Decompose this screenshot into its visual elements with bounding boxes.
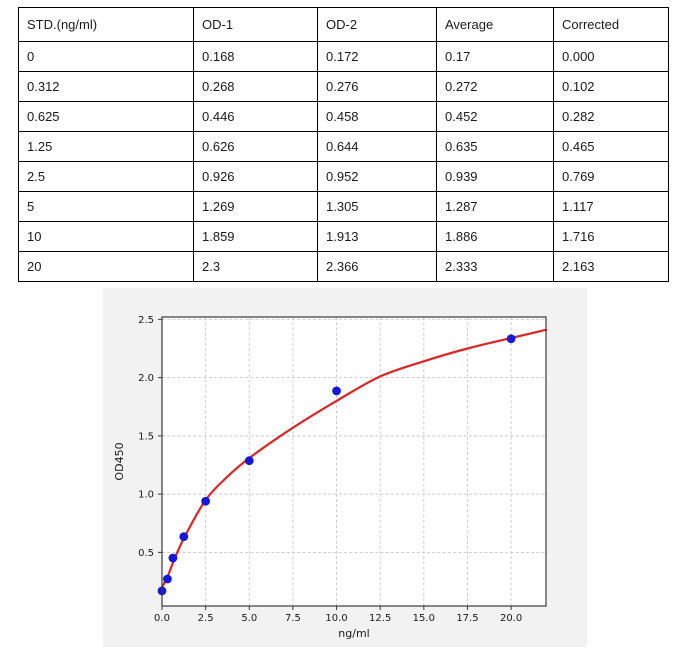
- standard-point: [179, 532, 189, 542]
- table-cell: 2.3: [193, 251, 318, 282]
- table-header: STD.(ng/ml) OD-1 OD-2 Average Corrected: [18, 7, 669, 42]
- column-header-od2: OD-2: [317, 7, 437, 42]
- x-tick-label: 7.5: [285, 613, 301, 624]
- table-cell: 0.626: [193, 131, 318, 162]
- table-cell: 0.465: [553, 131, 669, 162]
- table-cell: 1.305: [317, 191, 437, 222]
- table-cell: 2.163: [553, 251, 669, 282]
- table-cell: 2.5: [18, 161, 194, 192]
- x-tick-label: 5.0: [241, 613, 257, 624]
- table-cell: 0.458: [317, 101, 437, 132]
- x-tick-label: 2.5: [198, 613, 214, 624]
- table-cell: 0.769: [553, 161, 669, 192]
- table-row: 5 1.269 1.305 1.287 1.117: [18, 191, 669, 222]
- table-cell: 1.913: [317, 221, 437, 252]
- table-cell: 2.366: [317, 251, 437, 282]
- standard-curve-figure: 0.0 2.5 5.0 7.5 10.0 12.5 15.0 17.5 20.0 0.5 1.0 1.…: [103, 288, 587, 647]
- y-tick-label: 1.0: [138, 490, 154, 501]
- y-tick-label: 2.5: [138, 315, 154, 326]
- table-cell: 1.269: [193, 191, 318, 222]
- table-cell: 0.939: [436, 161, 554, 192]
- table-row: 0 0.168 0.172 0.17 0.000: [18, 41, 669, 72]
- axes-spines: [161, 316, 547, 607]
- column-header-std: STD.(ng/ml): [18, 7, 194, 42]
- standard-point: [244, 456, 254, 466]
- table-cell: 0.312: [18, 71, 194, 102]
- standard-curve-chart: 0.0 2.5 5.0 7.5 10.0 12.5 15.0 17.5 20.0 0.5 1.0 1.…: [113, 315, 548, 640]
- y-tick-label: 0.5: [138, 548, 154, 559]
- column-header-corrected: Corrected: [553, 7, 669, 42]
- y-tick-label: 2.0: [138, 373, 154, 384]
- table-cell: 0.272: [436, 71, 554, 102]
- table-cell: 10: [18, 221, 194, 252]
- table-body: 0 0.168 0.172 0.17 0.000 0.312 0.268 0.276 0.272…: [18, 41, 669, 282]
- standards-table: STD.(ng/ml) OD-1 OD-2 Average Corrected …: [18, 7, 669, 282]
- table-row: 1.25 0.626 0.644 0.635 0.465: [18, 131, 669, 162]
- table-cell: 0.952: [317, 161, 437, 192]
- table-cell: 1.287: [436, 191, 554, 222]
- table-row: 0.312 0.268 0.276 0.272 0.102: [18, 71, 669, 102]
- column-header-average: Average: [436, 7, 554, 42]
- y-tick-label: 1.5: [138, 431, 154, 442]
- table-cell: 5: [18, 191, 194, 222]
- table-cell: 0.168: [193, 41, 318, 72]
- table-cell: 0.446: [193, 101, 318, 132]
- table-cell: 0.268: [193, 71, 318, 102]
- x-tick-label: 20.0: [500, 613, 522, 624]
- standard-point: [168, 553, 178, 563]
- standard-point: [506, 334, 516, 344]
- x-axis-label: ng/ml: [338, 627, 369, 640]
- x-tick-label: 12.5: [369, 613, 391, 624]
- table-cell: 0.644: [317, 131, 437, 162]
- standard-point: [201, 496, 211, 506]
- header-row: STD.(ng/ml) OD-1 OD-2 Average Corrected: [18, 7, 669, 42]
- standard-point: [163, 574, 172, 584]
- table-cell: 0.172: [317, 41, 437, 72]
- table-row: 10 1.859 1.913 1.886 1.716: [18, 221, 669, 252]
- x-tick-label: 10.0: [325, 613, 347, 624]
- standard-point: [332, 386, 341, 396]
- table-cell: 0.625: [18, 101, 194, 132]
- table-row: 2.5 0.926 0.952 0.939 0.769: [18, 161, 669, 192]
- table-cell: 0.000: [553, 41, 669, 72]
- x-tick-label: 0.0: [154, 613, 170, 624]
- table-cell: 1.25: [18, 131, 194, 162]
- table-row: 0.625 0.446 0.458 0.452 0.282: [18, 101, 669, 132]
- x-tick-label: 15.0: [413, 613, 435, 624]
- table-cell: 1.859: [193, 221, 318, 252]
- table-cell: 20: [18, 251, 194, 282]
- table-cell: 0.635: [436, 131, 554, 162]
- table-cell: 0: [18, 41, 194, 72]
- table-cell: 0.282: [553, 101, 669, 132]
- table-cell: 1.716: [553, 221, 669, 252]
- y-axis-label: OD450: [113, 442, 126, 480]
- table-cell: 0.17: [436, 41, 554, 72]
- plot-area: [162, 317, 546, 606]
- table-cell: 0.276: [317, 71, 437, 102]
- column-header-od1: OD-1: [193, 7, 318, 42]
- table-cell: 0.102: [553, 71, 669, 102]
- table-cell: 0.926: [193, 161, 318, 192]
- table-row: 20 2.3 2.366 2.333 2.163: [18, 251, 669, 282]
- x-tick-label: 17.5: [456, 613, 478, 624]
- table-cell: 1.886: [436, 221, 554, 252]
- table-cell: 2.333: [436, 251, 554, 282]
- table-cell: 1.117: [553, 191, 669, 222]
- table-cell: 0.452: [436, 101, 554, 132]
